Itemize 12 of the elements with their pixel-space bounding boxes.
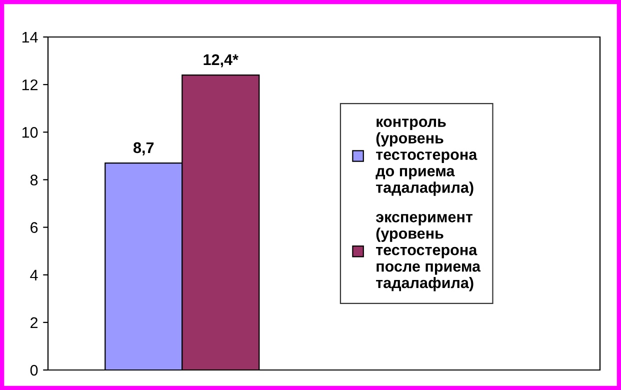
y-tick-label: 2 <box>30 317 38 328</box>
y-tick-label: 6 <box>30 222 38 233</box>
y-tick-label: 0 <box>30 364 38 376</box>
y-tick-label: 4 <box>30 270 38 280</box>
y-tick-label: 10 <box>22 127 38 138</box>
y-tick-label: 8 <box>30 174 38 186</box>
y-tick-label: 12 <box>22 79 38 90</box>
data-label: 12,4* <box>204 54 238 68</box>
y-tick-label: 14 <box>22 32 38 43</box>
legend-label: эксперимент (уровень тестостерона после приема тадалафила) <box>376 214 481 292</box>
data-label: 8,7 <box>134 142 154 156</box>
legend-label: контроль (уровень тестостерона до приема тадалафила) <box>376 118 478 196</box>
